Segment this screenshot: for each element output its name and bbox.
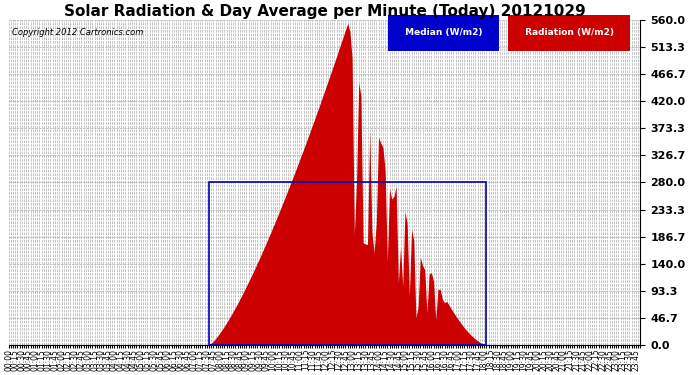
Title: Solar Radiation & Day Average per Minute (Today) 20121029: Solar Radiation & Day Average per Minute…: [63, 4, 585, 19]
Text: Radiation (W/m2): Radiation (W/m2): [522, 28, 617, 38]
Text: Median (W/m2): Median (W/m2): [402, 28, 485, 38]
Bar: [209, 183, 486, 345]
Text: Copyright 2012 Cartronics.com: Copyright 2012 Cartronics.com: [12, 28, 144, 38]
